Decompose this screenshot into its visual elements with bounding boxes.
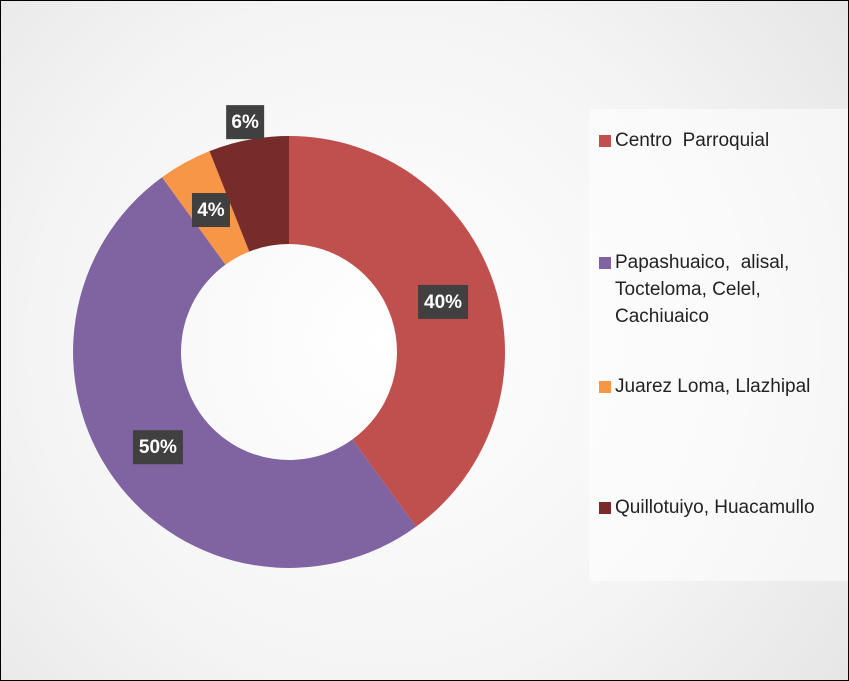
data-label-box xyxy=(226,105,265,140)
data-label: 50% xyxy=(139,437,177,458)
data-label: 4% xyxy=(197,200,225,221)
data-label-box xyxy=(418,284,469,319)
legend-swatch xyxy=(599,502,611,514)
slice xyxy=(289,136,505,527)
legend-entry: Centro Parroquial xyxy=(599,127,844,154)
slice xyxy=(73,177,416,568)
data-label: 6% xyxy=(231,112,259,133)
data-label: 40% xyxy=(424,292,462,313)
slice xyxy=(209,136,289,252)
data-label-box xyxy=(132,430,183,465)
legend-entry: Juarez Loma, Llazhipal xyxy=(599,373,844,400)
legend-swatch xyxy=(599,257,611,269)
legend-swatch xyxy=(599,135,611,147)
legend-label: Centro Parroquial xyxy=(615,130,770,151)
legend: Centro Parroquial Papashuaico, alisal, To… xyxy=(589,109,848,581)
legend-label: Quillotuiyo, Huacamullo xyxy=(615,497,815,518)
legend-label: Papashuaico, alisal, Tocteloma, Celel, C… xyxy=(615,252,795,327)
legend-entry: Quillotuiyo, Huacamullo xyxy=(599,494,844,521)
legend-swatch xyxy=(599,381,611,393)
data-label-box xyxy=(191,193,230,228)
legend-entry: Papashuaico, alisal, Tocteloma, Celel, C… xyxy=(599,249,844,330)
legend-label: Juarez Loma, Llazhipal xyxy=(615,376,811,397)
